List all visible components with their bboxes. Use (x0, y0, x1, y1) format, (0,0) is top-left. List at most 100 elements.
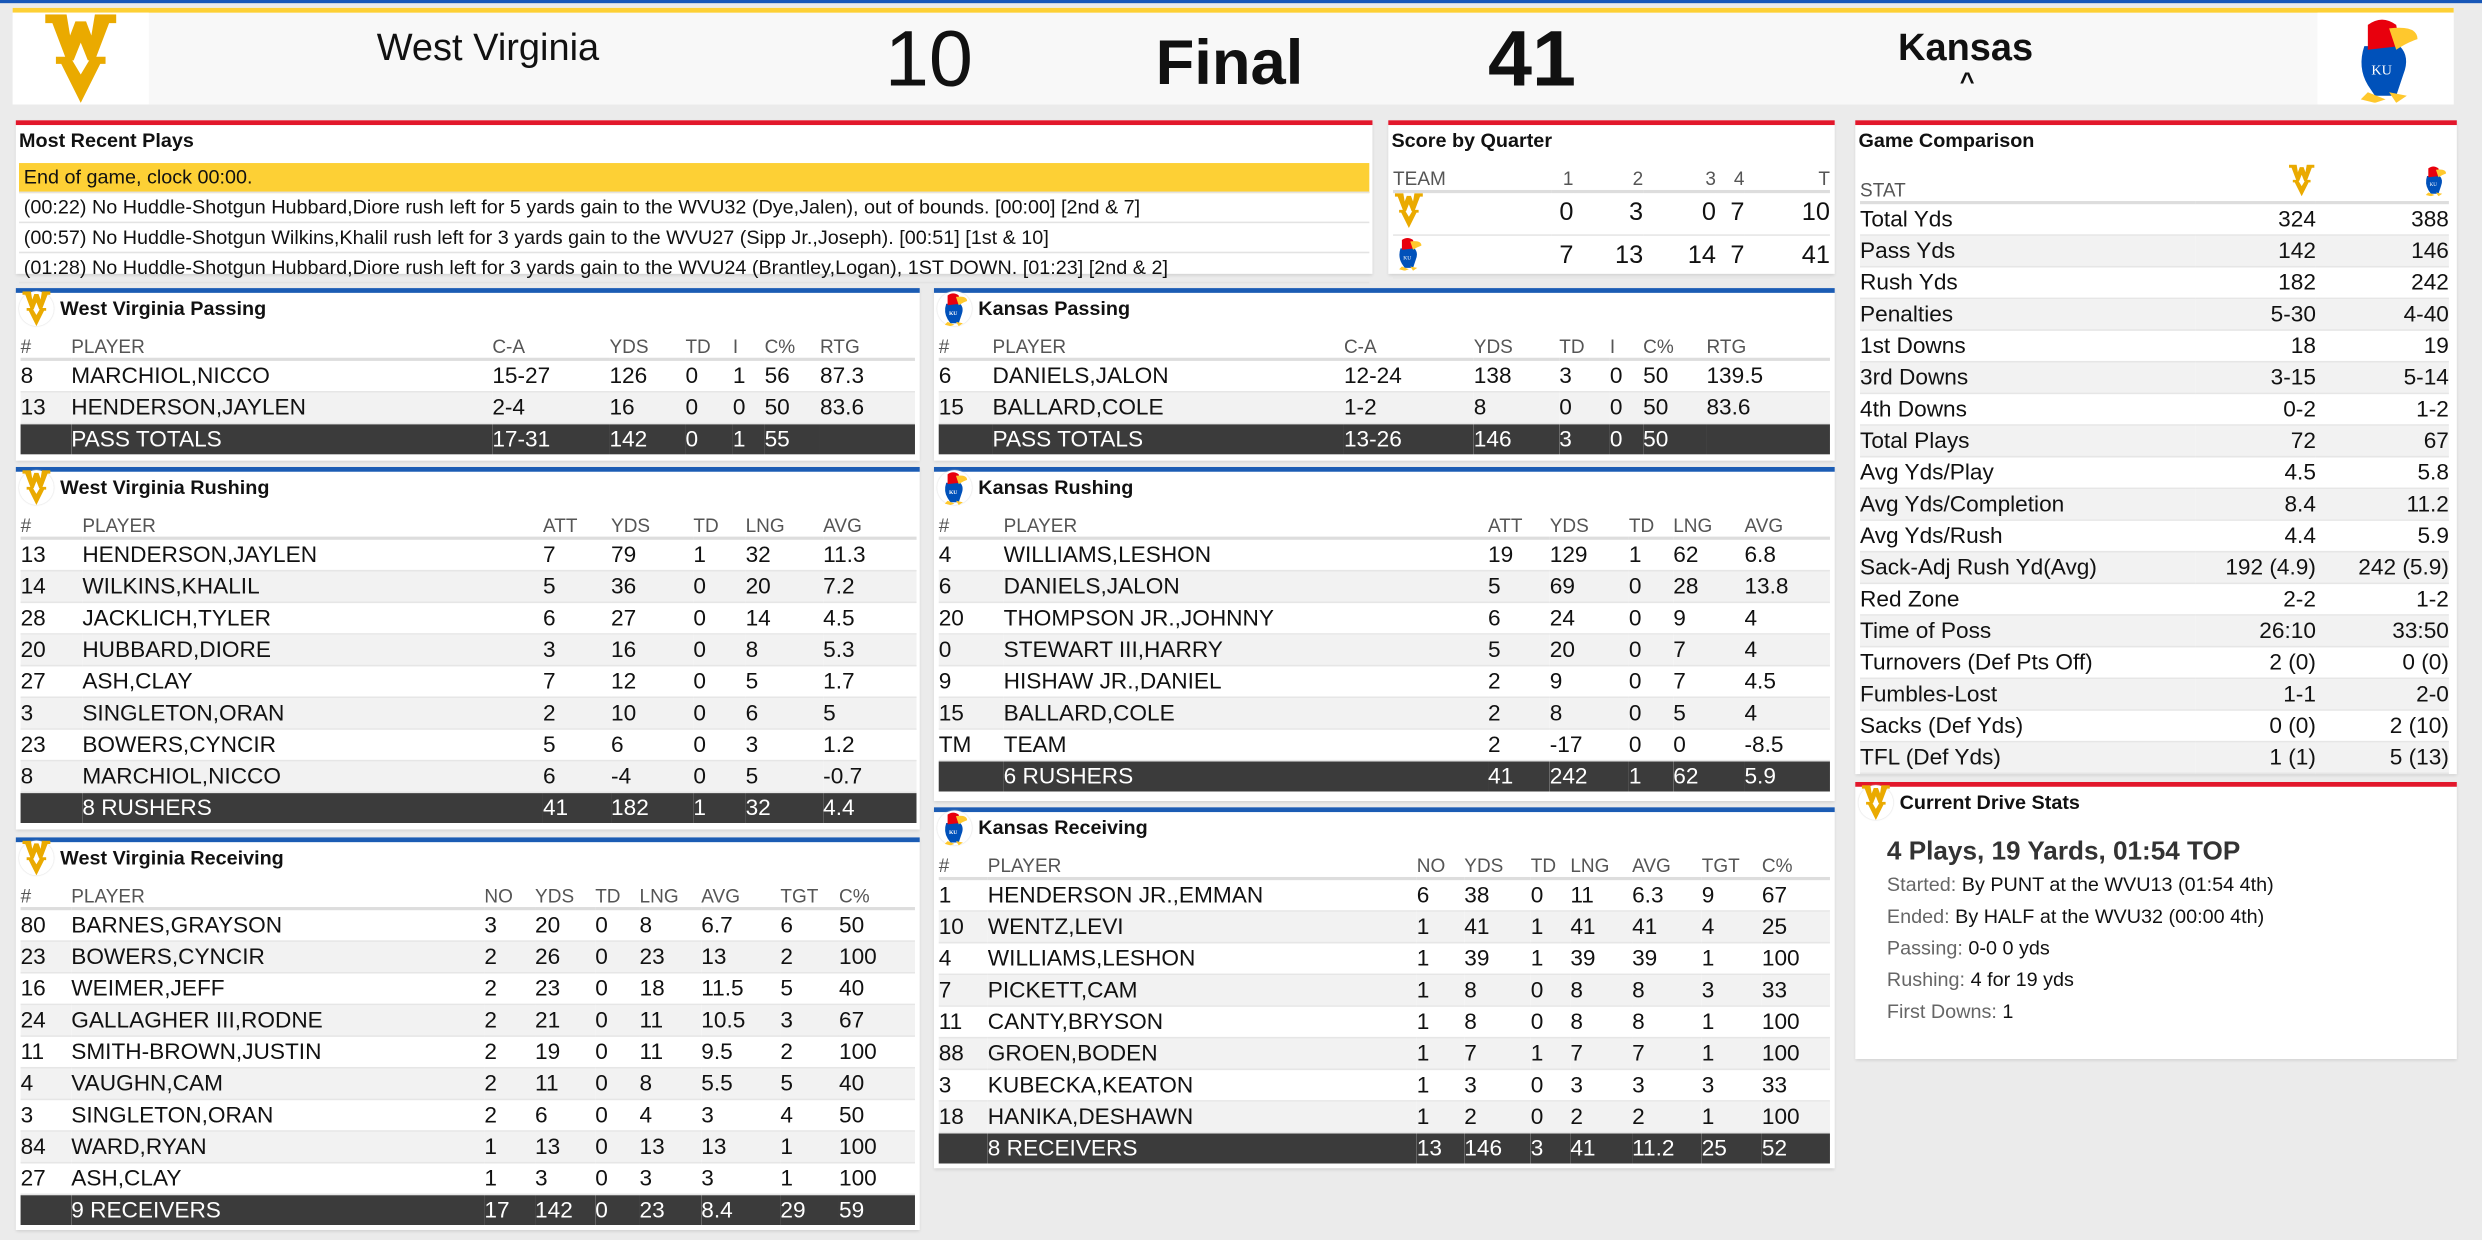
column-header[interactable]: I (1609, 329, 1644, 361)
player-name[interactable]: HANIKA,DESHAWN (987, 1100, 1417, 1134)
player-name[interactable]: THOMPSON JR.,JOHNNY (1003, 602, 1489, 635)
column-header[interactable]: C% (1761, 848, 1830, 881)
column-header[interactable]: YDS (611, 508, 694, 540)
column-header[interactable]: YDS (1473, 329, 1560, 361)
column-header[interactable]: TD (1530, 848, 1571, 881)
player-name[interactable]: WEIMER,JEFF (71, 972, 485, 1006)
player-name[interactable]: WILLIAMS,LESHON (987, 942, 1417, 976)
column-header[interactable]: TGT (780, 878, 839, 911)
player-name[interactable]: MARCHIOL,NICCO (71, 359, 493, 393)
column-header[interactable]: TD (693, 508, 746, 540)
column-header[interactable]: # (20, 329, 72, 361)
player-name[interactable]: WILKINS,KHALIL (82, 570, 543, 604)
player-name[interactable]: ASH,CLAY (71, 1162, 485, 1196)
player-name[interactable]: BARNES,GRAYSON (71, 908, 485, 942)
player-name[interactable]: BALLARD,COLE (1003, 697, 1489, 730)
column-header[interactable]: LNG (1673, 508, 1745, 540)
player-name[interactable]: STEWART III,HARRY (1003, 633, 1489, 667)
column-header[interactable]: PLAYER (82, 508, 543, 540)
player-name[interactable]: HENDERSON,JAYLEN (71, 391, 493, 425)
column-header[interactable]: TD (1628, 508, 1674, 540)
column-header[interactable]: LNG (745, 508, 824, 540)
column-header[interactable]: AVG (823, 508, 917, 540)
stat-cell: 5 (823, 697, 917, 730)
total-cell (1706, 423, 1830, 455)
stat-cell: 1 (1701, 942, 1762, 976)
player-name[interactable]: HISHAW JR.,DANIEL (1003, 665, 1489, 699)
column-header[interactable]: RTG (1706, 329, 1830, 361)
column-header[interactable]: TD (1559, 329, 1610, 361)
column-header[interactable]: C-A (1343, 329, 1474, 361)
column-header[interactable]: YDS (609, 329, 686, 361)
total-cell: PASS TOTALS (71, 423, 493, 455)
player-name[interactable]: WENTZ,LEVI (987, 911, 1417, 944)
player-name[interactable]: SINGLETON,ORAN (82, 697, 543, 730)
column-header[interactable]: I (732, 329, 765, 361)
comparison-row: Penalties 5-30 4-40 (1860, 298, 2449, 331)
column-header[interactable]: # (938, 329, 993, 361)
ku-logo-icon[interactable] (2317, 12, 2454, 105)
total-cell: 146 (1473, 423, 1560, 455)
player-name[interactable]: WARD,RYAN (71, 1131, 485, 1164)
column-header[interactable]: RTG (819, 329, 915, 361)
column-header[interactable]: # (938, 848, 988, 881)
column-header[interactable]: PLAYER (71, 329, 493, 361)
stat-cell: -8.5 (1744, 728, 1830, 762)
player-name[interactable]: DANIELS,JALON (1003, 570, 1489, 604)
column-header[interactable]: PLAYER (987, 848, 1417, 881)
column-header[interactable]: TD (685, 329, 733, 361)
player-name[interactable]: TEAM (1003, 728, 1489, 762)
drive-detail-value: 1 (2002, 1000, 2014, 1023)
stat-cell: 5 (745, 760, 824, 794)
column-header[interactable]: YDS (1464, 848, 1531, 881)
player-name[interactable]: DANIELS,JALON (992, 359, 1344, 393)
table-title: Kansas Rushing (978, 476, 1134, 499)
column-header[interactable]: C-A (492, 329, 610, 361)
player-name[interactable]: ASH,CLAY (82, 665, 543, 699)
column-header[interactable]: # (20, 508, 83, 540)
player-name[interactable]: HENDERSON JR.,EMMAN (987, 878, 1417, 912)
column-header[interactable]: # (20, 878, 72, 911)
column-header[interactable]: PLAYER (1003, 508, 1489, 540)
column-header[interactable]: PLAYER (71, 878, 485, 911)
player-name[interactable]: GROEN,BODEN (987, 1037, 1417, 1071)
player-name[interactable]: SINGLETON,ORAN (71, 1099, 485, 1132)
column-header[interactable]: # (938, 508, 1004, 540)
column-header[interactable]: C% (1643, 329, 1707, 361)
away-team-name[interactable]: West Virginia (376, 26, 600, 70)
column-header[interactable]: NO (484, 878, 536, 911)
player-name[interactable]: HENDERSON,JAYLEN (82, 538, 543, 572)
player-name[interactable]: GALLAGHER III,RODNE (71, 1004, 485, 1037)
player-name[interactable]: BOWERS,CYNCIR (71, 941, 485, 974)
player-name[interactable]: BOWERS,CYNCIR (82, 728, 543, 762)
column-header[interactable]: NO (1416, 848, 1465, 881)
player-name[interactable]: JACKLICH,TYLER (82, 602, 543, 635)
column-header[interactable]: AVG (701, 878, 781, 911)
player-name[interactable]: CANTY,BRYSON (987, 1005, 1417, 1039)
wvu-logo-icon[interactable] (12, 12, 149, 105)
player-name[interactable]: KUBECKA,KEATON (987, 1069, 1417, 1102)
column-header[interactable]: C% (764, 329, 820, 361)
column-header[interactable]: LNG (1570, 848, 1633, 881)
column-header[interactable]: AVG (1632, 848, 1702, 881)
player-name[interactable]: MARCHIOL,NICCO (82, 760, 543, 794)
player-name[interactable]: WILLIAMS,LESHON (1003, 538, 1489, 572)
player-name[interactable]: BALLARD,COLE (992, 391, 1344, 425)
player-name[interactable]: PICKETT,CAM (987, 974, 1417, 1007)
column-header[interactable]: PLAYER (992, 329, 1344, 361)
home-team-name[interactable]: Kansas (1898, 26, 2034, 70)
player-name[interactable]: SMITH-BROWN,JUSTIN (71, 1036, 485, 1069)
column-header[interactable]: AVG (1744, 508, 1830, 540)
column-header[interactable]: YDS (535, 878, 596, 911)
player-name[interactable]: VAUGHN,CAM (71, 1067, 485, 1101)
stat-cell: 4 (938, 942, 988, 976)
column-header[interactable]: ATT (1488, 508, 1550, 540)
player-name[interactable]: HUBBARD,DIORE (82, 633, 543, 667)
column-header[interactable]: C% (838, 878, 915, 911)
total-cell: 25 (1701, 1132, 1762, 1164)
column-header[interactable]: ATT (542, 508, 612, 540)
column-header[interactable]: TGT (1701, 848, 1762, 881)
column-header[interactable]: TD (595, 878, 640, 911)
column-header[interactable]: LNG (639, 878, 702, 911)
column-header[interactable]: YDS (1549, 508, 1629, 540)
